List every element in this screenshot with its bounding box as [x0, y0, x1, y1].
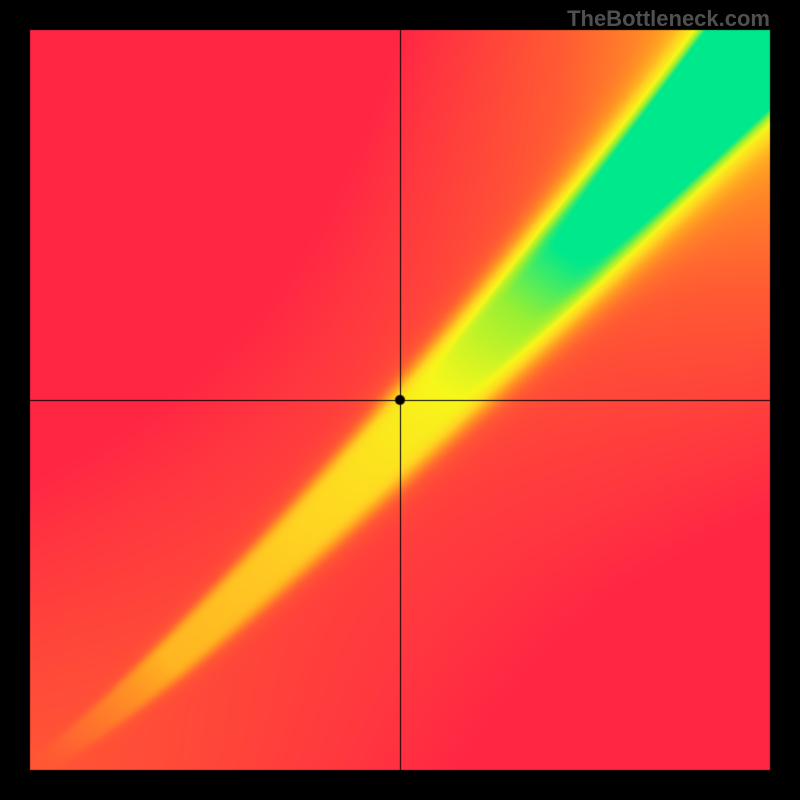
figure-container: TheBottleneck.com: [0, 0, 800, 800]
heatmap-canvas: [0, 0, 800, 800]
watermark-text: TheBottleneck.com: [567, 6, 770, 32]
